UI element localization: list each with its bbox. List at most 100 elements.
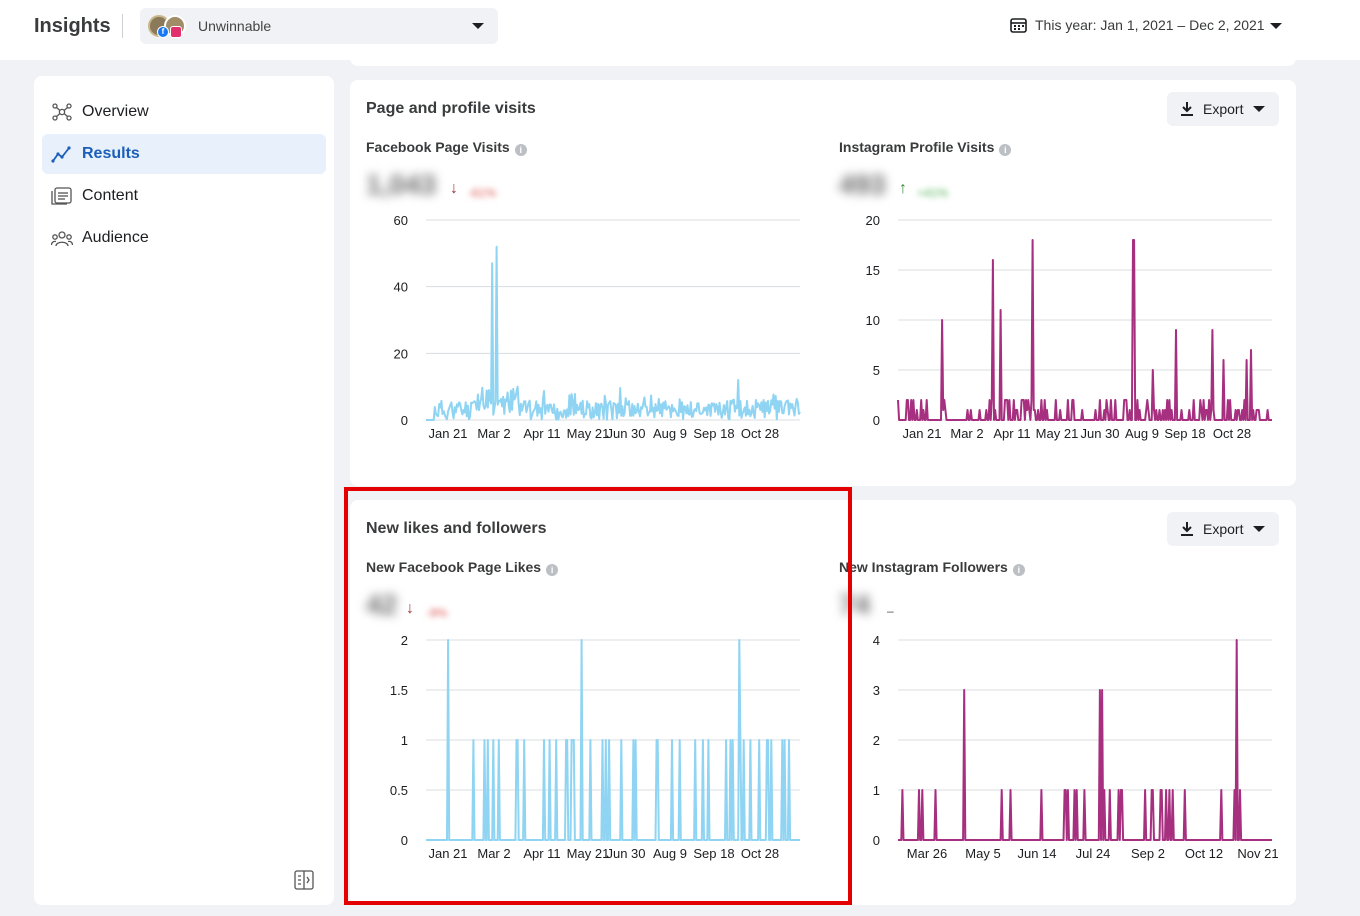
app-title: Insights: [34, 15, 111, 37]
x-tick-label: Jun 30: [606, 426, 645, 441]
metric-title: New Instagram Followers i: [839, 559, 1025, 576]
top-bar: Insights f Unwinnable This year: Jan 1, …: [0, 0, 1360, 60]
x-tick-label: Oct 28: [741, 846, 779, 861]
x-tick-label: Oct 28: [741, 426, 779, 441]
x-tick-label: May 5: [965, 846, 1000, 861]
y-tick-label: 1: [873, 783, 880, 798]
x-tick-label: May 21: [1036, 426, 1079, 441]
y-tick-label: 40: [394, 280, 408, 295]
series-line: [898, 639, 1272, 841]
collapse-sidebar-icon[interactable]: [294, 870, 314, 890]
chevron-down-icon: [1270, 23, 1282, 29]
highlight-box: [344, 487, 852, 905]
y-tick-label: 60: [394, 213, 408, 228]
x-tick-label: Oct 28: [1213, 426, 1251, 441]
x-tick-label: Jan 21: [902, 426, 941, 441]
metric-change: –: [887, 604, 894, 618]
metric-change: -61%: [468, 186, 497, 200]
x-tick-label: Mar 2: [477, 846, 510, 861]
x-tick-label: Apr 11: [523, 426, 560, 441]
x-tick-label: Jan 21: [428, 426, 467, 441]
chevron-down-icon: [472, 23, 484, 29]
x-tick-label: May 21: [567, 846, 610, 861]
info-icon[interactable]: i: [999, 144, 1012, 156]
x-tick-label: Sep 18: [693, 426, 734, 441]
new-instagram-followers-chart: 0 1 2 3 4 Mar 26 May 5 Jun 14 Jul 24 Sep 2 Oct 12 N…: [873, 633, 1279, 861]
sidebar-item-overview[interactable]: Overview: [42, 92, 326, 132]
info-icon[interactable]: i: [546, 564, 559, 576]
series-line: [426, 245, 801, 421]
sidebar-item-label: Results: [82, 145, 140, 162]
card-title: Page and profile visits: [366, 100, 536, 117]
x-tick-label: Jun 30: [606, 846, 645, 861]
arrow-down-icon: ↓: [450, 180, 458, 197]
previous-card-bottom: [350, 58, 1296, 66]
overview-icon: [52, 103, 72, 121]
metric-title: Facebook Page Visits i: [366, 139, 527, 156]
y-tick-label: 2: [401, 633, 408, 648]
y-tick-label: 0: [401, 413, 408, 428]
metric-value: 74: [839, 589, 871, 620]
download-icon: [1181, 102, 1193, 116]
export-button[interactable]: Export: [1167, 512, 1279, 546]
instagram-icon: [170, 26, 182, 38]
metric-change: -9%: [426, 606, 448, 620]
y-tick-label: 15: [866, 263, 880, 278]
y-tick-label: 0: [401, 833, 408, 848]
y-tick-label: 20: [394, 346, 408, 361]
x-tick-label: Nov 21: [1237, 846, 1278, 861]
sidebar: Overview Results Content Audience: [34, 76, 334, 905]
sidebar-item-content[interactable]: Content: [42, 176, 326, 216]
sidebar-item-results[interactable]: Results: [42, 134, 326, 174]
chevron-down-icon: [1253, 106, 1265, 112]
x-tick-label: Jun 30: [1080, 426, 1119, 441]
sidebar-item-label: Audience: [82, 229, 149, 246]
facebook-icon: f: [157, 26, 169, 38]
y-tick-label: 0.5: [390, 783, 408, 798]
series-line: [897, 239, 1272, 421]
download-icon: [1181, 522, 1193, 536]
likes-followers-card: New likes and followers Export New Faceb…: [350, 500, 1296, 905]
x-tick-label: May 21: [567, 426, 610, 441]
x-tick-label: Aug 9: [653, 846, 687, 861]
card-title: New likes and followers: [366, 520, 547, 537]
export-label: Export: [1203, 101, 1244, 117]
y-tick-label: 1: [401, 733, 408, 748]
sidebar-item-label: Overview: [82, 103, 149, 120]
chevron-down-icon: [1253, 526, 1265, 532]
arrow-up-icon: ↑: [899, 180, 907, 197]
divider: [122, 14, 123, 38]
x-tick-label: Mar 2: [950, 426, 983, 441]
export-label: Export: [1203, 521, 1244, 537]
y-tick-label: 4: [873, 633, 880, 648]
sidebar-item-audience[interactable]: Audience: [42, 218, 326, 258]
instagram-profile-visits-chart: 0 5 10 15 20 Jan 21 Mar 2 Apr 11 May 21 Jun 30 Aug…: [866, 213, 1272, 441]
x-tick-label: Jul 24: [1076, 846, 1111, 861]
info-icon[interactable]: i: [514, 144, 527, 156]
y-tick-label: 1.5: [390, 683, 408, 698]
metric-value: 493: [839, 169, 886, 200]
series-line: [426, 639, 800, 841]
x-tick-label: Mar 2: [477, 426, 510, 441]
x-tick-label: Jun 14: [1017, 846, 1056, 861]
content-icon: [51, 187, 72, 205]
account-selector[interactable]: f Unwinnable: [140, 8, 498, 44]
account-name: Unwinnable: [198, 18, 272, 34]
export-button[interactable]: Export: [1167, 92, 1279, 126]
metric-value: 42: [366, 589, 398, 620]
y-tick-label: 0: [873, 413, 880, 428]
arrow-down-icon: ↓: [406, 600, 414, 617]
info-icon[interactable]: i: [1012, 564, 1025, 576]
y-tick-label: 3: [873, 683, 880, 698]
y-tick-label: 0: [873, 833, 880, 848]
metric-value: 1,043: [366, 169, 437, 200]
results-icon: [51, 146, 71, 163]
audience-icon: [51, 231, 73, 247]
date-range-label: This year: Jan 1, 2021 – Dec 2, 2021: [1035, 17, 1265, 33]
y-tick-label: 2: [873, 733, 880, 748]
x-tick-label: Sep 18: [1164, 426, 1205, 441]
y-tick-label: 5: [873, 363, 880, 378]
x-tick-label: Apr 11: [993, 426, 1030, 441]
